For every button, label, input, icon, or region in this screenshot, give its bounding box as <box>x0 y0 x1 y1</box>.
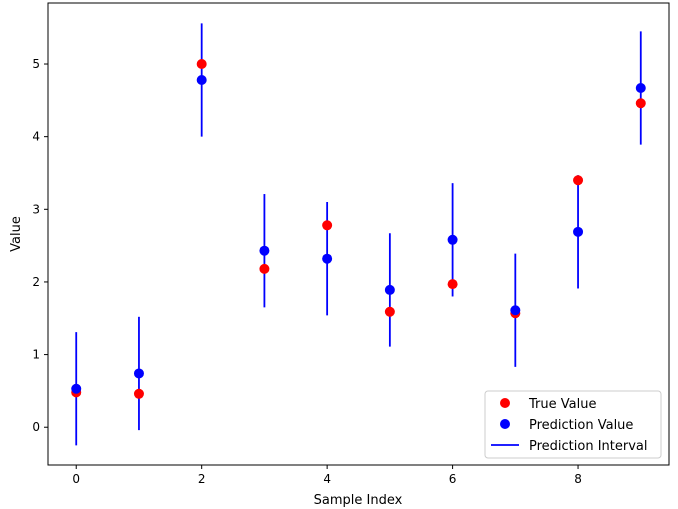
y-tick-label: 4 <box>32 130 40 144</box>
x-axis-label: Sample Index <box>314 493 403 508</box>
axes-frame <box>47 2 670 466</box>
prediction-value-point <box>133 368 144 379</box>
true-value-point <box>322 220 333 231</box>
true-value-point <box>196 59 207 70</box>
legend-pred-label: Prediction Value <box>529 418 633 433</box>
true-value-point <box>133 388 144 399</box>
prediction-value-point <box>635 82 646 93</box>
prediction-value-point <box>573 226 584 237</box>
true-value-point <box>573 175 584 186</box>
x-tick-label: 6 <box>449 472 457 486</box>
legend: True Value Prediction Value Prediction I… <box>484 390 662 459</box>
y-tick-label: 3 <box>32 202 40 216</box>
legend-true-label: True Value <box>528 397 596 412</box>
x-tick-label: 4 <box>323 472 331 486</box>
true-value-point <box>259 263 270 274</box>
x-tick-label: 8 <box>574 472 582 486</box>
prediction-value-point <box>384 284 395 295</box>
prediction-value-point <box>196 75 207 85</box>
y-axis-label: Value <box>9 216 24 252</box>
y-tick-label: 2 <box>32 275 40 289</box>
legend-box <box>484 390 662 459</box>
true-value-point <box>635 98 646 109</box>
true-value-point <box>447 279 458 290</box>
x-tick-label: 0 <box>72 472 80 486</box>
prediction-value-point <box>510 305 521 316</box>
prediction-value-point <box>259 245 270 256</box>
legend-interval-label: Prediction Interval <box>529 439 648 454</box>
true-value-point <box>384 306 395 317</box>
x-tick-label: 2 <box>198 472 206 486</box>
legend-true-marker <box>500 398 510 408</box>
y-tick-label: 1 <box>32 348 40 362</box>
prediction-value-point <box>322 253 333 264</box>
y-tick-label: 0 <box>32 420 40 434</box>
prediction-value-point <box>71 383 82 394</box>
y-tick-label: 5 <box>32 57 40 71</box>
prediction-value-point <box>447 234 458 245</box>
legend-pred-marker <box>500 419 510 429</box>
